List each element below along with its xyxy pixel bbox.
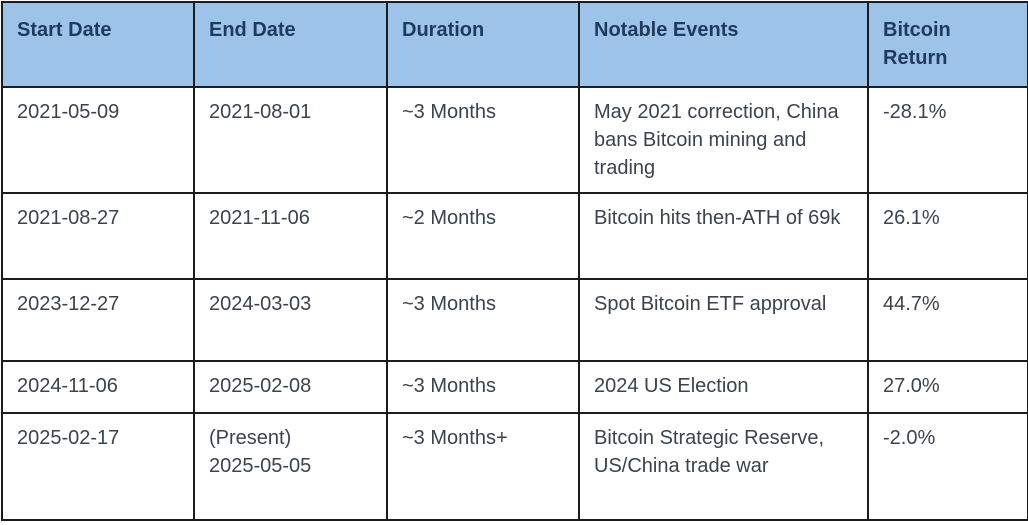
header-start-date: Start Date bbox=[1, 1, 195, 88]
cell-start-date: 2025-02-17 bbox=[1, 412, 195, 521]
cell-notable-events: 2024 US Election bbox=[578, 360, 869, 414]
cell-end-date: (Present) 2025-05-05 bbox=[193, 412, 388, 521]
cell-notable-events: Bitcoin Strategic Reserve, US/China trad… bbox=[578, 412, 869, 521]
cell-start-date: 2021-05-09 bbox=[1, 86, 195, 194]
header-duration: Duration bbox=[386, 1, 580, 88]
header-notable-events: Notable Events bbox=[578, 1, 869, 88]
table-row: 2025-02-17 (Present) 2025-05-05 ~3 Month… bbox=[1, 412, 1028, 521]
cell-bitcoin-return: 27.0% bbox=[867, 360, 1028, 414]
cell-duration: ~3 Months+ bbox=[386, 412, 580, 521]
cell-bitcoin-return: -2.0% bbox=[867, 412, 1028, 521]
cell-duration: ~3 Months bbox=[386, 86, 580, 194]
cell-start-date: 2021-08-27 bbox=[1, 192, 195, 280]
table-body: 2021-05-09 2021-08-01 ~3 Months May 2021… bbox=[1, 86, 1028, 521]
cell-notable-events: May 2021 correction, China bans Bitcoin … bbox=[578, 86, 869, 194]
header-end-date: End Date bbox=[193, 1, 388, 88]
cell-duration: ~2 Months bbox=[386, 192, 580, 280]
table-row: 2024-11-06 2025-02-08 ~3 Months 2024 US … bbox=[1, 360, 1028, 414]
cell-end-date: 2025-02-08 bbox=[193, 360, 388, 414]
cell-end-date: 2021-11-06 bbox=[193, 192, 388, 280]
cell-start-date: 2023-12-27 bbox=[1, 278, 195, 362]
header-row: Start Date End Date Duration Notable Eve… bbox=[1, 1, 1028, 88]
cell-bitcoin-return: 26.1% bbox=[867, 192, 1028, 280]
cell-notable-events: Spot Bitcoin ETF approval bbox=[578, 278, 869, 362]
cell-duration: ~3 Months bbox=[386, 360, 580, 414]
cell-end-date: 2024-03-03 bbox=[193, 278, 388, 362]
table-row: 2021-05-09 2021-08-01 ~3 Months May 2021… bbox=[1, 86, 1028, 194]
cell-duration: ~3 Months bbox=[386, 278, 580, 362]
cell-bitcoin-return: 44.7% bbox=[867, 278, 1028, 362]
cell-start-date: 2024-11-06 bbox=[1, 360, 195, 414]
table-row: 2021-08-27 2021-11-06 ~2 Months Bitcoin … bbox=[1, 192, 1028, 280]
header-bitcoin-return: Bitcoin Return bbox=[867, 1, 1028, 88]
cell-end-date: 2021-08-01 bbox=[193, 86, 388, 194]
cell-bitcoin-return: -28.1% bbox=[867, 86, 1028, 194]
table-row: 2023-12-27 2024-03-03 ~3 Months Spot Bit… bbox=[1, 278, 1028, 362]
cell-notable-events: Bitcoin hits then-ATH of 69k bbox=[578, 192, 869, 280]
